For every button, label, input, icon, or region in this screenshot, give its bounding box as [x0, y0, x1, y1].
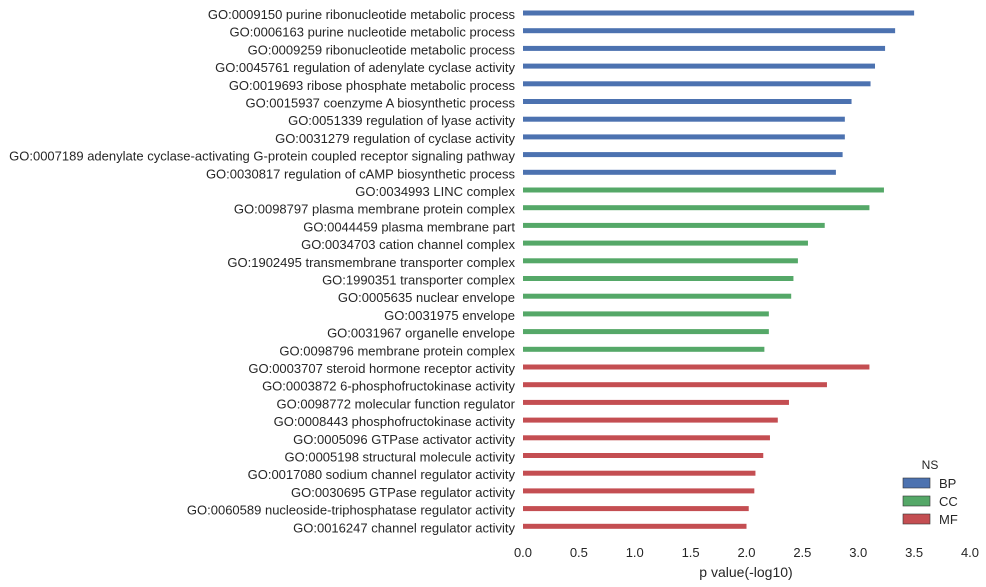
category-label: GO:0031279 regulation of cyclase activit…	[275, 131, 515, 146]
bar	[523, 329, 769, 335]
bar	[523, 152, 843, 158]
x-tick-label: 2.0	[737, 545, 755, 560]
bar	[523, 205, 870, 211]
category-label: GO:0034993 LINC complex	[355, 184, 515, 199]
bar	[523, 453, 764, 458]
category-label: GO:0031975 envelope	[384, 308, 515, 323]
category-label: GO:0030695 GTPase regulator activity	[291, 485, 516, 500]
legend: NS BP CC MF	[902, 458, 958, 527]
legend-label: CC	[939, 494, 958, 509]
category-label: GO:0034703 cation channel complex	[301, 237, 515, 252]
bar	[523, 417, 778, 423]
category-label: GO:0098797 plasma membrane protein compl…	[234, 202, 516, 217]
bar	[523, 523, 747, 529]
bar	[523, 311, 769, 317]
category-label: GO:0005635 nuclear envelope	[338, 290, 515, 305]
bar	[523, 116, 845, 122]
category-label: GO:0017080 sodium channel regulator acti…	[248, 467, 516, 482]
bars-layer	[523, 10, 915, 529]
x-tick-label: 0.5	[570, 545, 588, 560]
category-label: GO:0060589 nucleoside-triphosphatase reg…	[187, 503, 516, 518]
category-label: GO:0009150 purine ribonucleotide metabol…	[208, 7, 516, 22]
category-label: GO:0016247 channel regulator activity	[293, 520, 515, 535]
legend-entries: BP CC MF	[902, 476, 958, 527]
x-tick-labels: 0.0 0.5 1.0 1.5 2.0 2.5 3.0 3.5 4.0	[514, 545, 979, 560]
x-tick-label: 2.5	[793, 545, 811, 560]
x-tick-label: 4.0	[961, 545, 979, 560]
category-label: GO:0015937 coenzyme A biosynthetic proce…	[245, 96, 515, 111]
x-tick-label: 3.5	[905, 545, 923, 560]
legend-title: NS	[922, 458, 939, 472]
bar	[523, 187, 884, 193]
category-label: GO:0007189 adenylate cyclase-activating …	[9, 149, 515, 164]
bar	[523, 399, 789, 405]
bar	[523, 346, 765, 352]
category-label: GO:0030817 regulation of cAMP biosynthet…	[206, 166, 516, 181]
category-label: GO:0098796 membrane protein complex	[279, 343, 515, 358]
legend-swatch	[902, 495, 931, 507]
bar	[523, 258, 798, 264]
bar	[523, 10, 915, 16]
bar	[523, 382, 827, 388]
bar	[523, 435, 770, 441]
x-tick-label: 0.0	[514, 545, 532, 560]
bar	[523, 470, 756, 476]
category-label: GO:0008443 phosphofructokinase activity	[274, 414, 516, 429]
x-tick-label: 1.5	[682, 545, 700, 560]
bar	[523, 169, 836, 175]
x-tick-label: 1.0	[626, 545, 644, 560]
bar	[523, 488, 755, 494]
category-label: GO:1990351 transporter complex	[322, 273, 515, 288]
category-label: GO:0045761 regulation of adenylate cycla…	[215, 60, 515, 75]
category-label: GO:1902495 transmembrane transporter com…	[227, 255, 515, 270]
bar	[523, 134, 845, 140]
bar	[523, 45, 886, 51]
bar	[523, 240, 808, 246]
bar	[523, 28, 896, 34]
legend-label: BP	[939, 476, 956, 491]
category-label: GO:0003707 steroid hormone receptor acti…	[248, 361, 515, 376]
category-label: GO:0031967 organelle envelope	[327, 326, 515, 341]
category-label: GO:0006163 purine nucleotide metabolic p…	[230, 25, 516, 40]
bar	[523, 506, 749, 512]
category-label: GO:0044459 plasma membrane part	[303, 219, 515, 234]
legend-swatch	[902, 477, 931, 489]
legend-swatch	[902, 513, 931, 525]
category-label: GO:0051339 regulation of lyase activity	[288, 113, 515, 128]
category-label: GO:0098772 molecular function regulator	[277, 396, 516, 411]
category-labels: GO:0009150 purine ribonucleotide metabol…	[9, 7, 516, 535]
x-tick-label: 3.0	[849, 545, 867, 560]
bar	[523, 293, 792, 299]
bar	[523, 81, 871, 87]
bar	[523, 63, 876, 69]
category-label: GO:0019693 ribose phosphate metabolic pr…	[229, 78, 516, 93]
category-label: GO:0005096 GTPase activator activity	[293, 432, 515, 447]
bar	[523, 276, 794, 281]
category-label: GO:0005198 structural molecule activity	[285, 450, 516, 465]
bar	[523, 99, 852, 104]
bar	[523, 364, 870, 370]
category-label: GO:0003872 6-phosphofructokinase activit…	[262, 379, 515, 394]
legend-label: MF	[939, 512, 958, 527]
x-axis-title: p value(-log10)	[699, 564, 792, 580]
bar	[523, 222, 825, 228]
category-label: GO:0009259 ribonucleotide metabolic proc…	[248, 42, 516, 57]
